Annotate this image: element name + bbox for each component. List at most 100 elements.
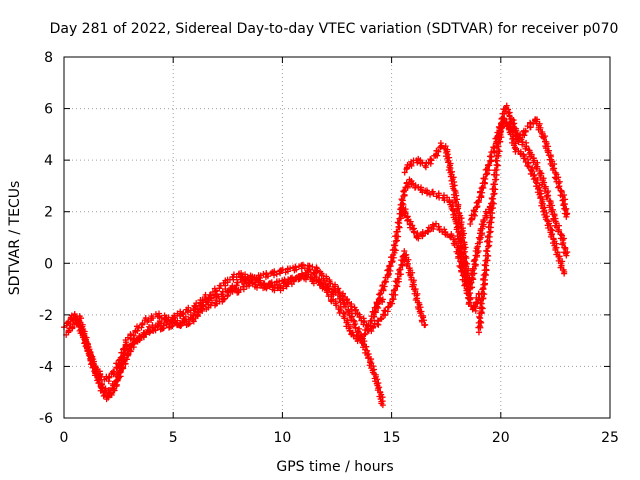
data-point (346, 328, 353, 335)
data-point (393, 229, 400, 236)
y-tick-label: 0 (44, 256, 53, 272)
data-point (452, 188, 459, 195)
data-point (182, 313, 189, 320)
data-point (549, 202, 556, 209)
data-point (404, 261, 411, 268)
data-point (92, 366, 99, 373)
data-point (490, 200, 497, 207)
data-point (392, 238, 399, 245)
data-point (63, 322, 70, 329)
data-point (424, 228, 431, 235)
data-point (130, 332, 137, 339)
data-point (467, 216, 474, 223)
data-point (248, 274, 255, 281)
satellite-track-6 (401, 140, 493, 292)
data-point (336, 288, 343, 295)
data-point (67, 316, 74, 323)
data-point (409, 222, 416, 229)
data-point (529, 168, 536, 175)
data-point (74, 319, 81, 326)
x-tick-label: 0 (60, 430, 69, 446)
data-point (544, 147, 551, 154)
data-point (467, 279, 474, 286)
data-point (372, 371, 379, 378)
data-point (435, 223, 442, 230)
data-point (403, 166, 410, 173)
data-point (99, 385, 106, 392)
data-point (264, 273, 271, 280)
data-point (271, 268, 278, 275)
data-point (106, 374, 113, 381)
data-point (364, 351, 371, 358)
data-point (455, 205, 462, 212)
data-point (192, 303, 199, 310)
data-point (480, 217, 487, 224)
data-point (536, 120, 543, 127)
data-point (416, 308, 423, 315)
data-point (163, 314, 170, 321)
data-point (562, 206, 569, 213)
data-point (550, 236, 557, 243)
data-point (561, 270, 568, 277)
data-point (420, 312, 427, 319)
data-point (442, 228, 449, 235)
data-point (434, 152, 441, 159)
data-point (199, 297, 206, 304)
data-point (384, 304, 391, 311)
y-tick-label: 6 (44, 102, 53, 118)
y-tick-label: -6 (39, 411, 53, 427)
data-point (279, 266, 286, 273)
data-point (400, 188, 407, 195)
data-point (444, 155, 451, 162)
data-point (528, 151, 535, 158)
data-point (544, 193, 551, 200)
data-point (409, 226, 416, 233)
data-point (266, 282, 273, 289)
data-point (370, 363, 377, 370)
data-point (415, 235, 422, 242)
data-point (283, 283, 290, 290)
data-point (268, 279, 275, 286)
data-point (195, 309, 202, 316)
data-point (428, 157, 435, 164)
data-point (503, 122, 510, 129)
data-point (486, 219, 493, 226)
data-point (479, 305, 486, 312)
data-point (401, 248, 408, 255)
data-point (304, 274, 311, 281)
data-point (536, 170, 543, 177)
data-point (416, 299, 423, 306)
data-point (212, 297, 219, 304)
data-point (404, 184, 411, 191)
y-tick-label: 2 (44, 205, 53, 221)
data-point (206, 291, 213, 298)
data-point (478, 194, 485, 201)
data-point (494, 162, 501, 169)
data-point (354, 338, 361, 345)
data-point (293, 266, 300, 273)
data-point (478, 295, 485, 302)
data-point (430, 190, 437, 197)
data-point (273, 271, 280, 278)
y-axis: -6 -4 -2 0 2 4 6 8 (39, 50, 610, 427)
data-point (225, 289, 232, 296)
x-tick-label: 5 (169, 430, 178, 446)
satellite-track-4 (371, 201, 474, 320)
data-point (421, 322, 428, 329)
data-point (523, 143, 530, 150)
data-point (482, 257, 489, 264)
data-point (490, 144, 497, 151)
data-point (484, 234, 491, 241)
data-point (108, 392, 115, 399)
data-point (460, 249, 467, 256)
data-point (483, 262, 490, 269)
data-point (408, 161, 415, 168)
data-point (554, 249, 561, 256)
data-point (208, 295, 215, 302)
data-point (264, 283, 271, 290)
data-point (178, 322, 185, 329)
data-point (503, 102, 510, 109)
data-point (556, 183, 563, 190)
data-point (522, 127, 529, 134)
satellite-track-9 (493, 115, 568, 277)
